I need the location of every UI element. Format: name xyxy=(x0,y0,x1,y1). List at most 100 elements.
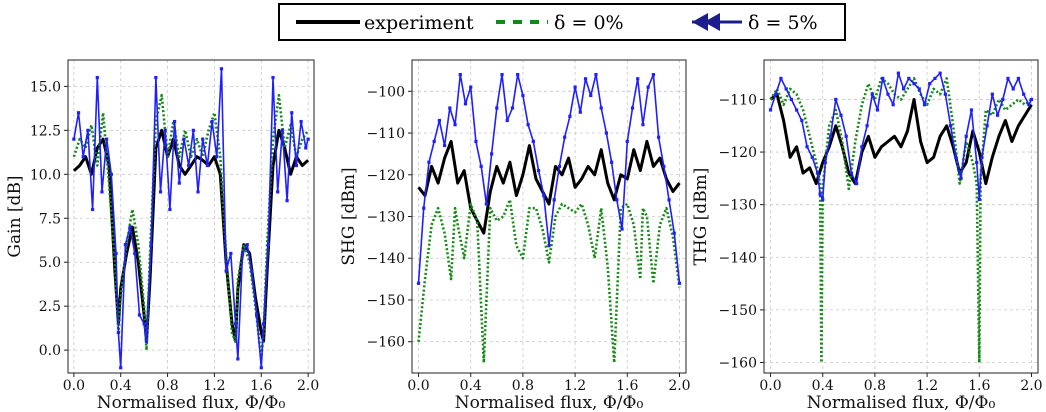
series-point-delta5 xyxy=(201,137,205,141)
series-point-delta5 xyxy=(219,67,224,71)
series-point-delta5 xyxy=(834,97,838,102)
x-tick-label: 0.8 xyxy=(156,378,178,394)
series-point-delta5 xyxy=(779,76,783,81)
series-point-delta5 xyxy=(657,135,661,139)
series-point-delta5 xyxy=(933,76,937,81)
series-point-delta5 xyxy=(255,313,259,317)
series-group xyxy=(72,67,310,370)
series-point-delta5 xyxy=(667,198,671,202)
series-line-delta0 xyxy=(769,77,1033,364)
x-tick-label: 0.4 xyxy=(812,378,834,394)
series-point-delta5 xyxy=(646,85,650,89)
x-tick-label: 1.2 xyxy=(564,378,586,394)
series-point-delta5 xyxy=(123,243,127,247)
series-point-delta5 xyxy=(72,137,76,141)
y-axis-label: THG [dBm] xyxy=(691,168,711,266)
y-tick-label: −120 xyxy=(719,145,757,161)
series-point-delta5 xyxy=(1011,87,1015,91)
series-point-delta5 xyxy=(266,243,270,247)
x-tick-label: 2.0 xyxy=(297,378,319,394)
y-tick-label: −140 xyxy=(367,251,405,267)
y-tick-label: −120 xyxy=(367,168,405,184)
series-point-delta5 xyxy=(128,225,132,229)
series-point-delta5 xyxy=(250,269,254,273)
series-point-delta5 xyxy=(995,113,1000,117)
series-point-delta5 xyxy=(500,73,504,77)
series-point-delta5 xyxy=(912,82,916,86)
series-point-delta5 xyxy=(855,182,859,186)
series-point-delta5 xyxy=(484,202,488,206)
series-point-delta5 xyxy=(610,160,614,164)
series-point-delta5 xyxy=(583,77,588,81)
series-point-delta5 xyxy=(839,113,843,117)
y-tick-label: 15.0 xyxy=(30,79,61,95)
chart-gain: 0.0 0.4 0.8 1.2 1.6 2.0 0.0 2.5 5.0 7.5 10.0 12.5 15… xyxy=(5,59,319,412)
series-point-delta5 xyxy=(938,71,942,75)
chart-thg: 0.0 0.4 0.8 1.2 1.6 2.0 −160 −150 −140 −130 −120 −1… xyxy=(691,59,1043,412)
chart-shg: 0.0 0.4 0.8 1.2 1.6 2.0 −160 −150 −140 −130 −120 −1… xyxy=(339,59,691,412)
series-point-delta5 xyxy=(768,108,773,112)
series-point-delta5 xyxy=(828,134,833,138)
series-line-delta0 xyxy=(417,198,681,364)
series-point-delta5 xyxy=(886,92,890,96)
series-point-delta5 xyxy=(907,76,911,81)
legend-delta5-label: δ = 5% xyxy=(748,12,818,34)
series-point-delta5 xyxy=(954,155,958,159)
series-point-delta5 xyxy=(489,152,494,156)
legend-box: experiment δ = 0% δ = 5% xyxy=(278,3,846,41)
y-tick-label: −160 xyxy=(367,335,405,351)
series-point-delta5 xyxy=(306,137,310,141)
series-point-delta5 xyxy=(969,108,974,112)
y-tick-label: −140 xyxy=(719,250,757,266)
series-point-delta5 xyxy=(210,119,214,124)
series-point-delta5 xyxy=(795,108,799,112)
series-point-delta5 xyxy=(105,137,109,141)
series-point-delta5 xyxy=(224,269,228,273)
series-point-delta5 xyxy=(236,357,240,361)
y-tick-label: −100 xyxy=(367,84,405,100)
series-point-delta5 xyxy=(280,128,284,132)
series-point-delta5 xyxy=(109,172,113,176)
axes-frame xyxy=(67,59,315,374)
legend-delta0-label: δ = 0% xyxy=(554,12,624,34)
series-point-delta5 xyxy=(229,251,233,256)
series-point-delta5 xyxy=(651,73,655,77)
series-point-delta5 xyxy=(516,73,520,77)
series-point-delta5 xyxy=(980,155,984,159)
series-point-delta5 xyxy=(604,131,609,135)
y-axis-label: SHG [dBm] xyxy=(339,167,359,265)
series-point-delta5 xyxy=(510,106,515,110)
series-point-delta5 xyxy=(474,139,478,143)
series-point-delta5 xyxy=(964,134,968,138)
x-tick-label: 0.0 xyxy=(407,378,429,394)
series-point-delta5 xyxy=(821,197,825,202)
series-point-delta5 xyxy=(215,155,219,159)
series-point-delta5 xyxy=(810,155,814,159)
x-tick-label: 0.4 xyxy=(460,378,482,394)
series-point-delta5 xyxy=(432,139,436,143)
series-point-delta5 xyxy=(891,103,895,107)
y-tick-label: −110 xyxy=(367,126,405,142)
series-point-delta5 xyxy=(568,114,572,118)
series-point-delta5 xyxy=(114,251,118,256)
series-point-delta5 xyxy=(116,330,120,335)
series-point-delta5 xyxy=(985,124,989,128)
series-point-delta5 xyxy=(233,322,238,326)
series-line-experiment xyxy=(769,92,1033,186)
series-point-delta5 xyxy=(589,93,593,98)
series-point-delta5 xyxy=(599,106,603,110)
series-point-delta5 xyxy=(844,134,848,138)
series-point-delta5 xyxy=(86,128,90,132)
x-axis-label: Normalised flux, Φ/Φ₀ xyxy=(807,393,996,412)
y-tick-label: 12.5 xyxy=(30,123,61,139)
y-axis-label: Gain [dB] xyxy=(5,175,25,257)
series-point-delta5 xyxy=(196,190,200,194)
series-point-delta5 xyxy=(990,92,994,96)
series-point-delta5 xyxy=(285,199,289,203)
series-point-delta5 xyxy=(1006,76,1010,81)
series-point-delta5 xyxy=(630,106,635,110)
series-point-delta5 xyxy=(168,207,172,212)
x-tick-label: 0.8 xyxy=(512,378,534,394)
series-point-delta5 xyxy=(1022,92,1026,96)
